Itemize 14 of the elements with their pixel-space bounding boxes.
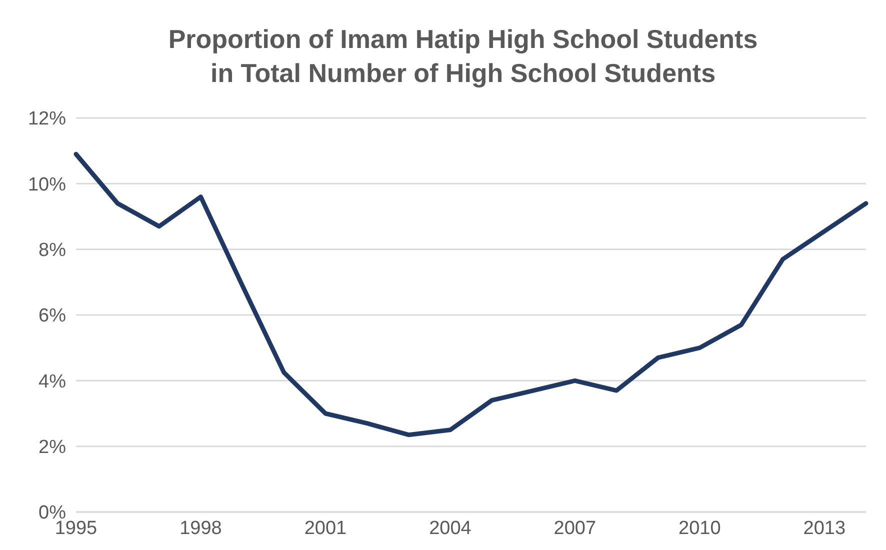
x-tick-label: 2004 <box>429 518 472 539</box>
x-tick-label: 2010 <box>678 518 721 539</box>
chart-title: Proportion of Imam Hatip High School Students in Total Number of High School Students <box>168 24 758 88</box>
x-tick-label: 2007 <box>554 518 596 539</box>
y-tick-label: 10% <box>28 174 66 196</box>
y-tick-label: 12% <box>28 108 66 130</box>
y-tick-label: 8% <box>38 240 66 261</box>
y-tick-label: 2% <box>38 436 66 458</box>
x-tick-label: 2013 <box>803 518 846 539</box>
x-tick-label: 1998 <box>180 518 222 539</box>
x-tick-label: 2001 <box>304 518 347 539</box>
y-tick-label: 4% <box>38 371 66 392</box>
y-tick-label: 6% <box>38 306 66 327</box>
line-series <box>74 152 868 438</box>
